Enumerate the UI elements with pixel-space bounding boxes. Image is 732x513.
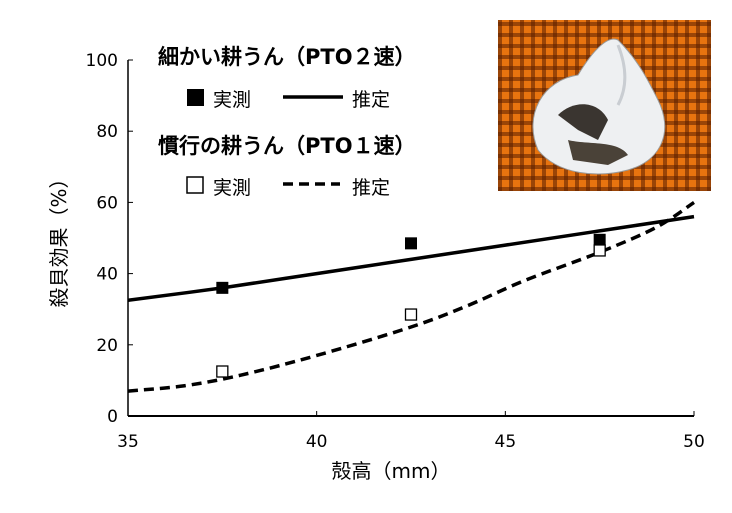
legend-open-square-icon [186, 176, 204, 194]
y-tick-label: 20 [96, 336, 118, 356]
x-axis-label: 殻高（mm） [332, 459, 451, 483]
y-tick-label: 40 [96, 265, 118, 285]
legend-title-fine: 細かい耕うん（PTO２速） [158, 45, 416, 69]
x-tick-label: 35 [117, 432, 139, 452]
legend-estimated-label-conventional: 推定 [352, 177, 390, 199]
snail-shell-photo [498, 20, 711, 191]
estimated-line-fine [128, 214, 695, 303]
legend-measured-label-fine: 実測 [213, 89, 251, 111]
legend-estimated-label-fine: 推定 [352, 89, 390, 111]
y-tick-label: 60 [96, 193, 118, 213]
estimated-curve-conventional [128, 200, 695, 393]
measured-point-fine [593, 233, 606, 246]
measured-point-conventional [404, 308, 418, 321]
measured-point-fine [405, 237, 417, 250]
y-axis-label: 殺貝効果（%） [47, 168, 71, 307]
legend-filled-square-icon [187, 89, 204, 106]
measured-point-conventional [216, 365, 229, 378]
x-tick-label: 50 [683, 432, 705, 452]
y-tick-label: 0 [107, 407, 118, 427]
measured-point-conventional [593, 244, 606, 257]
x-tick-label: 40 [306, 432, 328, 452]
legend-measured-label-conventional: 実測 [213, 177, 251, 199]
y-tick-label: 100 [86, 51, 118, 71]
legend-title-conventional: 慣行の耕うん（PTO１速） [157, 134, 416, 158]
y-tick-label: 80 [96, 122, 118, 142]
x-tick-label: 45 [495, 432, 517, 452]
measured-point-fine [216, 281, 229, 294]
